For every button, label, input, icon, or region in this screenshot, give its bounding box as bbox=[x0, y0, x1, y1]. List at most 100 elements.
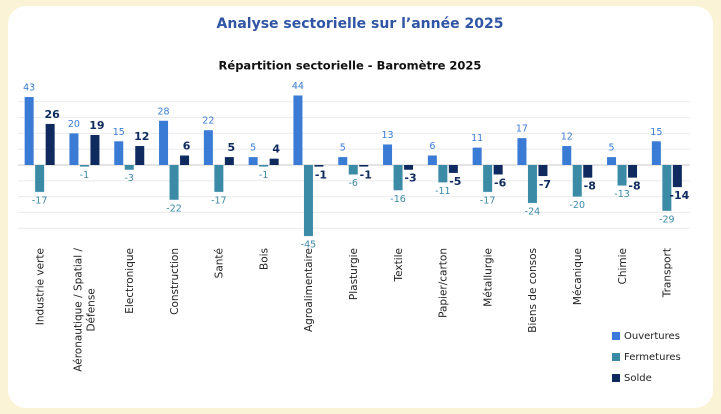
value-label: 12 bbox=[134, 130, 149, 143]
value-label: -7 bbox=[539, 178, 551, 191]
bar bbox=[493, 165, 503, 175]
x-tick-label: Aéronautique / Spatial /Défense bbox=[73, 248, 98, 372]
value-label: -20 bbox=[569, 200, 585, 211]
bar bbox=[79, 165, 89, 167]
legend-label: Ouvertures bbox=[624, 331, 680, 342]
value-label: 5 bbox=[340, 143, 346, 154]
chart-title: Répartition sectorielle - Baromètre 2025 bbox=[219, 59, 482, 73]
bar bbox=[672, 165, 682, 188]
bar bbox=[248, 157, 258, 165]
value-label: -17 bbox=[211, 195, 227, 206]
value-label: -29 bbox=[659, 214, 675, 225]
value-label: -1 bbox=[80, 170, 89, 181]
x-tick-label: Métallurgie bbox=[482, 248, 494, 307]
value-label: 6 bbox=[429, 141, 435, 152]
value-label: -17 bbox=[32, 195, 48, 206]
value-label: 15 bbox=[650, 127, 662, 138]
value-label: -45 bbox=[301, 240, 317, 251]
x-tick-label: Santé bbox=[214, 248, 226, 278]
bar bbox=[114, 141, 124, 165]
value-label: 19 bbox=[89, 119, 104, 132]
bar bbox=[24, 97, 34, 165]
x-tick-label: Papier/carton bbox=[438, 248, 450, 318]
value-label: -14 bbox=[669, 189, 689, 202]
bar bbox=[124, 165, 134, 170]
x-tick-label: Biens de consos bbox=[527, 248, 539, 333]
legend-swatch bbox=[612, 374, 620, 382]
bar bbox=[472, 147, 482, 165]
bar bbox=[135, 146, 145, 165]
bar bbox=[69, 133, 79, 165]
value-label: 17 bbox=[516, 124, 528, 135]
value-label: 13 bbox=[382, 130, 394, 141]
x-tick-label: Construction bbox=[169, 248, 181, 315]
bar bbox=[572, 165, 582, 197]
value-label: 5 bbox=[609, 143, 615, 154]
panel bbox=[8, 6, 713, 408]
bar bbox=[538, 165, 548, 177]
bar bbox=[628, 165, 638, 178]
bar bbox=[527, 165, 537, 203]
bar bbox=[583, 165, 593, 178]
value-label: -3 bbox=[125, 173, 134, 184]
bar bbox=[203, 130, 213, 165]
value-label: 5 bbox=[250, 143, 256, 154]
bar bbox=[562, 146, 572, 165]
bar bbox=[359, 165, 369, 167]
x-tick-label: Bois bbox=[258, 248, 270, 270]
value-label: -1 bbox=[360, 169, 372, 182]
bar bbox=[427, 155, 437, 165]
value-label: 22 bbox=[202, 116, 214, 127]
bar bbox=[483, 165, 493, 192]
bar bbox=[438, 165, 448, 183]
value-label: -8 bbox=[628, 180, 640, 193]
value-label: 43 bbox=[23, 83, 35, 94]
value-label: 20 bbox=[68, 119, 80, 130]
bar bbox=[617, 165, 627, 186]
value-label: 28 bbox=[158, 106, 170, 117]
x-tick-label: Agroalimentaire bbox=[303, 248, 315, 332]
bar bbox=[607, 157, 617, 165]
legend-label: Solde bbox=[624, 373, 652, 384]
value-label: -24 bbox=[525, 206, 541, 217]
value-label: -1 bbox=[315, 169, 327, 182]
bar bbox=[214, 165, 224, 192]
value-label: -6 bbox=[494, 176, 507, 189]
bar bbox=[45, 123, 55, 165]
bar bbox=[269, 158, 279, 165]
value-label: -11 bbox=[435, 186, 451, 197]
bar bbox=[448, 165, 458, 173]
x-tick-label: Textile bbox=[393, 248, 405, 283]
value-label: -16 bbox=[390, 194, 406, 205]
bar bbox=[35, 165, 45, 192]
x-tick-label: Mécanique bbox=[572, 248, 584, 305]
bar bbox=[180, 155, 190, 165]
legend-swatch bbox=[612, 353, 620, 361]
x-tick-label: Electronique bbox=[124, 248, 136, 314]
bar bbox=[259, 165, 269, 167]
value-label: 12 bbox=[561, 132, 573, 143]
value-label: 26 bbox=[44, 108, 60, 121]
bar bbox=[393, 165, 403, 191]
value-label: 5 bbox=[228, 141, 236, 154]
bar bbox=[348, 165, 358, 175]
bar bbox=[224, 157, 234, 165]
value-label: 4 bbox=[272, 143, 280, 156]
value-label: -1 bbox=[259, 170, 268, 181]
bar bbox=[404, 165, 414, 170]
value-label: -13 bbox=[614, 189, 630, 200]
value-label: -5 bbox=[449, 175, 461, 188]
bar bbox=[159, 120, 169, 165]
bar bbox=[169, 165, 179, 200]
x-tick-label: Industrie verte bbox=[34, 248, 46, 325]
legend-swatch bbox=[612, 332, 620, 340]
value-label: -8 bbox=[584, 180, 596, 193]
value-label: -17 bbox=[480, 195, 496, 206]
x-tick-label: Chimie bbox=[617, 248, 629, 285]
page-title: Analyse sectorielle sur l’année 2025 bbox=[217, 16, 504, 32]
value-label: 11 bbox=[471, 133, 483, 144]
bar bbox=[517, 138, 527, 165]
bar bbox=[314, 165, 324, 167]
x-tick-label: Transport bbox=[662, 248, 674, 298]
